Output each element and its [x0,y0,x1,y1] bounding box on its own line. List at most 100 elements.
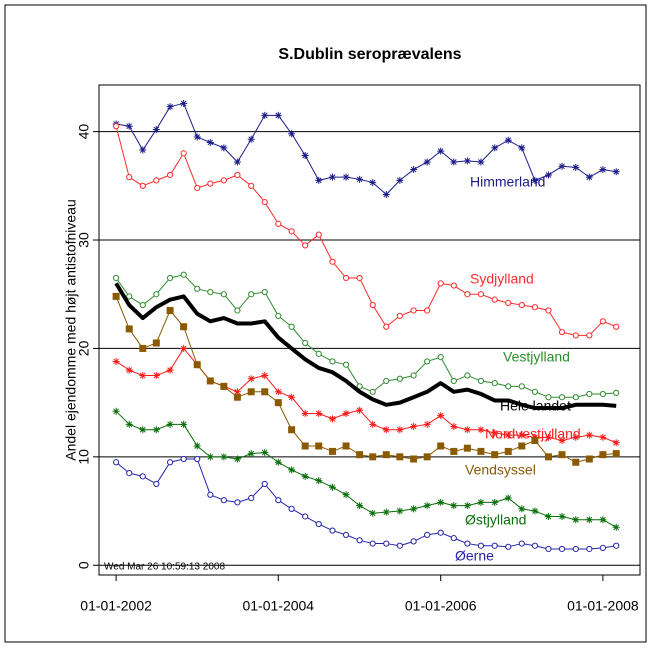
marker [558,451,566,459]
marker [437,412,445,420]
marker [477,158,485,166]
marker [518,383,525,390]
marker [206,138,214,146]
marker [220,382,228,390]
y-tick-label: 0 [76,561,92,569]
series-line [114,282,617,411]
marker [558,512,566,520]
marker [207,491,214,498]
marker [139,182,146,189]
marker [599,318,606,325]
marker [342,531,350,538]
marker [342,274,350,282]
marker [585,516,593,524]
marker [410,455,418,463]
marker [315,520,322,528]
marker [220,291,227,298]
marker [126,293,133,300]
marker [613,323,620,330]
marker [369,179,377,187]
marker [356,175,364,183]
marker [180,323,188,331]
y-tick-label: 20 [76,340,92,356]
marker [558,162,566,170]
marker [396,426,404,434]
marker [544,433,552,441]
marker [113,459,120,466]
marker [275,312,282,320]
marker [572,394,579,401]
x-tick-label: 01-01-2004 [242,598,314,614]
marker [369,420,377,428]
marker [463,157,471,165]
marker [396,507,404,515]
marker [315,176,323,184]
marker [153,177,160,184]
marker [612,439,620,447]
marker [166,274,174,282]
marker [369,453,377,461]
marker [585,173,593,181]
marker [234,499,241,506]
marker [383,323,390,330]
marker [558,545,566,553]
marker [180,344,188,352]
marker [288,130,296,138]
marker [166,366,174,374]
marker [518,431,526,439]
marker [545,307,552,314]
marker [585,455,593,463]
marker [599,516,607,524]
marker [437,354,444,361]
marker [261,480,268,488]
marker [463,444,471,452]
marker [113,274,120,282]
marker [491,429,499,437]
marker [599,544,606,551]
marker [112,292,120,300]
marker [356,274,363,282]
marker [329,258,336,265]
marker [233,388,241,396]
marker [153,480,160,488]
series-label: Østjylland [465,512,526,528]
marker [518,144,526,152]
marker [220,453,228,461]
x-tick-label: 01-01-2006 [405,598,477,614]
marker [424,307,431,314]
marker [518,505,526,513]
marker [193,442,201,450]
marker [437,529,444,536]
marker [437,280,444,287]
marker [125,325,133,333]
marker [275,497,282,504]
marker [288,393,296,401]
series-label: Hele landet [500,398,571,414]
marker [302,339,309,347]
marker [194,285,201,292]
chart-title: S.Dublin seroprævalens [278,46,461,63]
marker [410,505,418,513]
marker [288,505,295,512]
marker [180,150,187,157]
marker [139,372,147,380]
marker [261,449,269,456]
marker [396,375,403,382]
marker [193,133,201,141]
marker [531,542,539,549]
marker [329,173,337,181]
plot-box [98,84,641,576]
marker [288,228,295,235]
marker [410,166,418,174]
marker [248,494,255,502]
marker [274,399,282,407]
marker [382,508,390,516]
series-label: Nordvestjylland [485,426,581,442]
marker [248,182,255,189]
marker [247,388,255,396]
marker [437,498,445,506]
marker [166,306,174,314]
marker [477,426,485,434]
marker [301,151,309,159]
marker [329,358,336,365]
